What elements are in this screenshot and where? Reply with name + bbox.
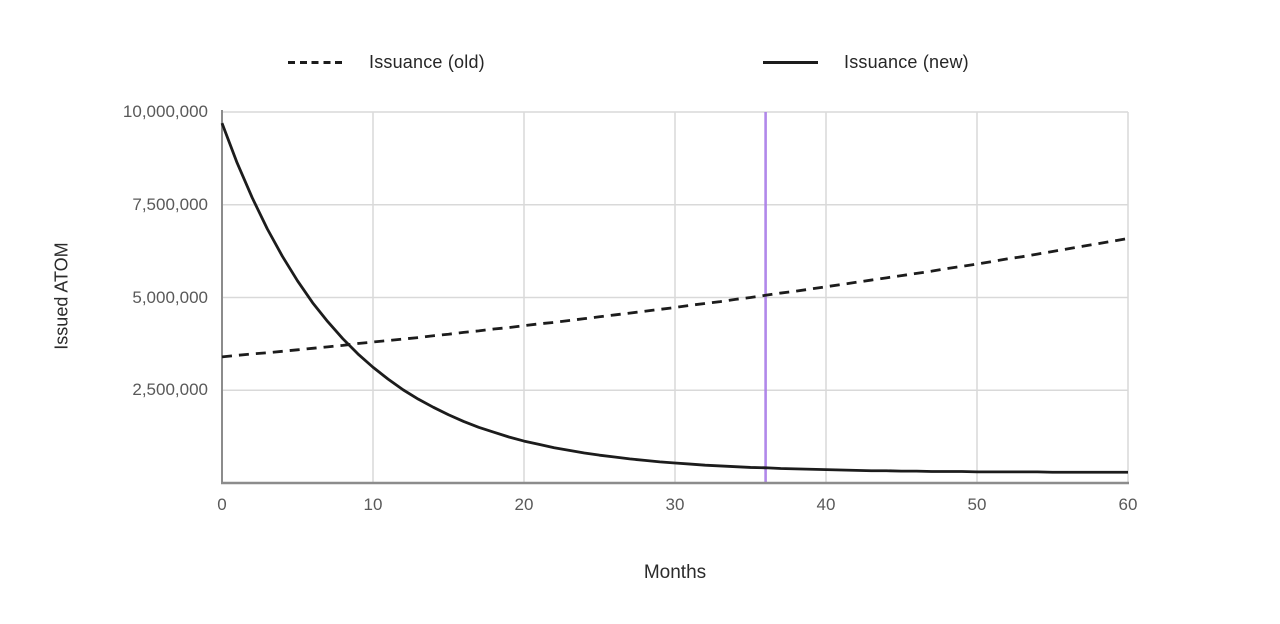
x-axis-title: Months [643,562,707,583]
x-tick-label: 30 [665,495,685,514]
series-line-issuance-new [220,122,1128,474]
y-tick-label: 5,000,000 [132,287,208,307]
y-tick-label: 10,000,000 [122,102,208,121]
y-tick-label: 7,500,000 [132,194,208,214]
dashed-line-sample-icon [288,60,343,64]
x-tick-label: 0 [217,495,227,514]
legend-label-issuance-new: Issuance (new) [844,51,969,72]
solid-line-sample-icon [763,60,818,64]
x-tick-label: 50 [967,495,987,514]
x-tick-label: 60 [1118,495,1138,514]
legend-label-issuance-old: Issuance (old) [369,51,485,72]
x-tick-label: 10 [363,495,383,514]
legend-item-issuance-new[interactable]: Issuance (new) [763,48,969,76]
x-tick-label: 20 [514,495,534,514]
legend-item-issuance-old[interactable]: Issuance (old) [288,48,485,76]
x-tick-label: 40 [816,495,836,514]
y-tick-label: 2,500,000 [132,380,208,400]
